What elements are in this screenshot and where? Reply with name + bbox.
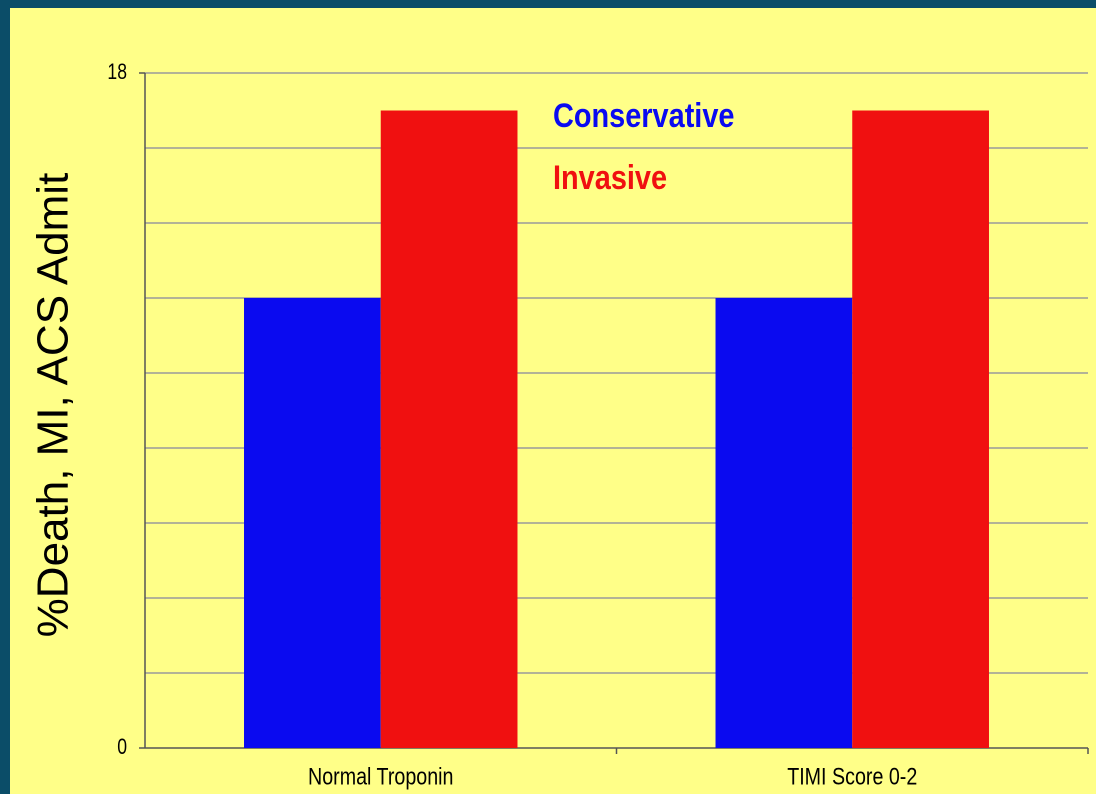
x-tick-label: TIMI Score 0-2 xyxy=(787,762,917,789)
bar xyxy=(715,298,853,748)
y-tick-label: 18 xyxy=(107,60,127,84)
y-tick-label: 0 xyxy=(117,735,127,759)
y-axis-label: %Death, MI, ACS Admit xyxy=(29,173,78,638)
bar xyxy=(380,110,518,748)
legend-label: Conservative xyxy=(553,96,734,135)
legend-label: Invasive xyxy=(553,158,667,197)
bar xyxy=(244,298,381,748)
bar xyxy=(852,110,989,748)
x-tick-label: Normal Troponin xyxy=(308,762,453,789)
